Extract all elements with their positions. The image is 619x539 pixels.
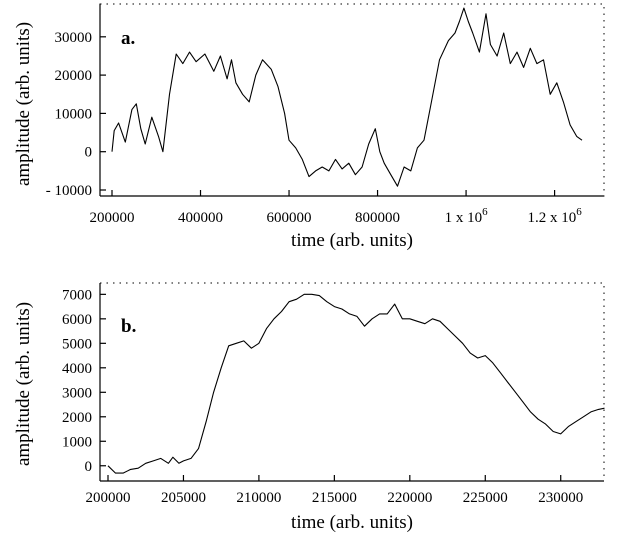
x-tick-label-text-b: 230000 [538,490,583,506]
x-tick-label-text-b: 205000 [161,490,206,506]
x-tick-label-text-b: 200000 [86,490,131,506]
x-axis-title-b: time (arb. units) [291,512,413,533]
x-tick-label-b: 200000 [86,490,131,506]
x-tick-label-a: 1 x 106 [445,206,489,226]
x-tick-label-exponent-a: 6 [482,206,488,218]
panel-a: - 10000 0 10000 20000 30000 200000 400000 60000… [13,3,605,251]
panel-label-a: a. [121,28,135,49]
panel-b: 0 1000 2000 3000 4000 5000 6000 7000 200000 20500… [13,282,605,533]
series-line-a [111,7,583,187]
x-tick-label-b: 225000 [463,490,508,506]
x-tick-label-b: 215000 [312,490,357,506]
marks-b: 0 1000 2000 3000 4000 5000 6000 7000 200000 20500… [62,283,605,506]
panel-label-b: b. [121,316,136,337]
y-tick-label-b: 5000 [62,336,92,352]
plot-frame-b [99,282,605,482]
y-tick-label-b: 1000 [62,434,92,450]
x-tick-label-text-a: 400000 [178,210,223,226]
x-tick-label-a: 600000 [267,210,312,226]
x-tick-label-b: 210000 [236,490,281,506]
plot-frame-a [99,3,605,197]
y-tick-label-b: 3000 [62,385,92,401]
x-tick-label-text-b: 225000 [463,490,508,506]
y-tick-label-b: 6000 [62,312,92,328]
y-tick-label-b: 2000 [62,410,92,426]
x-tick-label-b: 220000 [387,490,432,506]
x-tick-label-text-b: 220000 [387,490,432,506]
x-tick-label-b: 230000 [538,490,583,506]
y-tick-label-a: - 10000 [46,183,92,199]
x-tick-label-text-a: 1.2 x 10 [527,210,576,226]
x-tick-label-text-a: 800000 [355,210,400,226]
y-tick-label-b: 0 [85,459,93,475]
y-tick-label-a: 10000 [55,106,93,122]
y-tick-label-a: 0 [85,145,93,161]
x-tick-label-text-a: 600000 [267,210,312,226]
y-tick-label-b: 7000 [62,287,92,303]
y-axis-title-a: amplitude (arb. units) [13,22,34,186]
x-tick-label-b: 205000 [161,490,206,506]
x-tick-label-text-a: 200000 [90,210,135,226]
y-tick-label-a: 20000 [55,68,93,84]
y-tick-label-b: 4000 [62,361,92,377]
y-axis-title-b: amplitude (arb. units) [13,302,34,466]
x-tick-label-text-b: 210000 [236,490,281,506]
x-tick-label-a: 200000 [90,210,135,226]
y-tick-label-a: 30000 [55,30,93,46]
x-tick-label-text-b: 215000 [312,490,357,506]
x-tick-label-a: 400000 [178,210,223,226]
marks-a: - 10000 0 10000 20000 30000 200000 400000 60000… [46,4,604,226]
x-axis-title-a: time (arb. units) [291,230,413,251]
x-tick-label-exponent-a: 6 [576,206,582,218]
series-line-b [107,293,605,474]
x-tick-label-text-a: 1 x 10 [445,210,483,226]
x-tick-label-a: 800000 [355,210,400,226]
x-tick-label-a: 1.2 x 106 [527,206,582,226]
